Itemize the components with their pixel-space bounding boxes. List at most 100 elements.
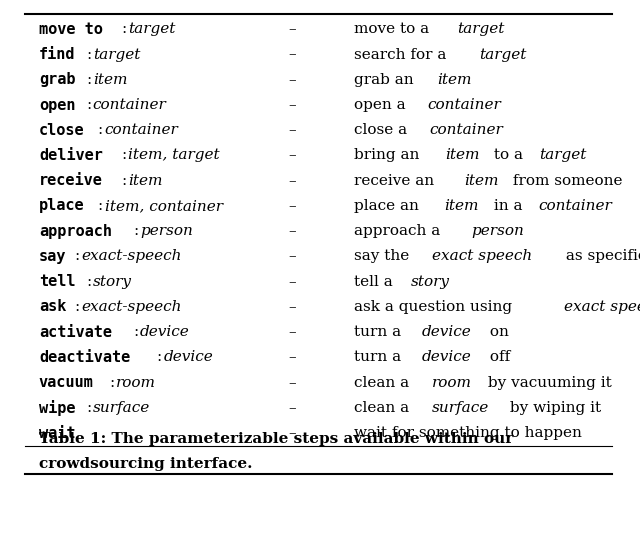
Text: device: device (163, 350, 213, 364)
Text: :: : (98, 123, 103, 137)
Text: :: : (74, 249, 79, 263)
Text: item, target: item, target (128, 148, 220, 162)
Text: container: container (427, 98, 501, 112)
Text: by wiping it: by wiping it (506, 401, 602, 415)
Text: off: off (486, 350, 511, 364)
Text: device: device (421, 325, 471, 339)
Text: Table 1: The parameterizable steps available within our: Table 1: The parameterizable steps avail… (39, 432, 513, 446)
Text: target: target (93, 48, 140, 61)
Text: approach: approach (39, 224, 112, 239)
Text: –: – (288, 224, 296, 238)
Text: place an: place an (354, 199, 424, 213)
Text: –: – (288, 249, 296, 263)
Text: on: on (486, 325, 509, 339)
Text: story: story (410, 275, 449, 289)
Text: –: – (288, 73, 296, 87)
Text: wait: wait (39, 426, 76, 441)
Text: clean a: clean a (354, 376, 414, 390)
Text: item: item (93, 73, 127, 87)
Text: :: : (109, 376, 115, 390)
Text: target: target (479, 48, 527, 61)
Text: item: item (445, 148, 479, 162)
Text: say the: say the (354, 249, 414, 263)
Text: container: container (429, 123, 503, 137)
Text: item: item (437, 73, 472, 87)
Text: :: : (133, 224, 138, 238)
Text: –: – (288, 22, 296, 36)
Text: close a: close a (354, 123, 412, 137)
Text: grab an: grab an (354, 73, 419, 87)
Text: target: target (458, 22, 505, 36)
Text: activate: activate (39, 325, 112, 340)
Text: –: – (288, 148, 296, 162)
Text: item, container: item, container (104, 199, 223, 213)
Text: deliver: deliver (39, 148, 103, 163)
Text: move to a: move to a (354, 22, 434, 36)
Text: ask: ask (39, 299, 67, 314)
Text: :: : (122, 22, 127, 36)
Text: :: : (86, 401, 92, 415)
Text: receive: receive (39, 173, 103, 188)
Text: deactivate: deactivate (39, 350, 130, 365)
Text: in a: in a (489, 199, 527, 213)
Text: –: – (288, 325, 296, 339)
Text: story: story (93, 275, 132, 289)
Text: wipe: wipe (39, 400, 76, 416)
Text: room: room (116, 376, 156, 390)
Text: place: place (39, 199, 84, 213)
Text: device: device (421, 350, 471, 364)
Text: clean a: clean a (354, 401, 414, 415)
Text: open: open (39, 98, 76, 112)
Text: –: – (288, 123, 296, 137)
Text: say: say (39, 249, 67, 264)
Text: exact speech: exact speech (564, 300, 640, 314)
Text: :: : (98, 199, 103, 213)
Text: to a: to a (490, 148, 528, 162)
Text: as specified: as specified (561, 249, 640, 263)
Text: exact-speech: exact-speech (81, 300, 182, 314)
Text: –: – (288, 98, 296, 112)
Text: –: – (288, 174, 296, 188)
Text: –: – (288, 199, 296, 213)
Text: :: : (122, 148, 127, 162)
Text: –: – (288, 376, 296, 390)
Text: find: find (39, 47, 76, 62)
Text: turn a: turn a (354, 350, 406, 364)
Text: surface: surface (93, 401, 150, 415)
Text: :: : (86, 98, 92, 112)
Text: :: : (86, 48, 92, 61)
Text: exact-speech: exact-speech (81, 249, 182, 263)
Text: crowdsourcing interface.: crowdsourcing interface. (39, 457, 252, 471)
Text: person: person (140, 224, 193, 238)
Text: open a: open a (354, 98, 411, 112)
Text: –: – (288, 426, 296, 440)
Text: container: container (104, 123, 179, 137)
Text: bring an: bring an (354, 148, 424, 162)
Text: –: – (288, 48, 296, 61)
Text: –: – (288, 300, 296, 314)
Text: :: : (86, 73, 92, 87)
Text: :: : (86, 275, 92, 289)
Text: :: : (133, 325, 138, 339)
Text: :: : (157, 350, 162, 364)
Text: move to: move to (39, 22, 103, 37)
Text: person: person (472, 224, 525, 238)
Text: tell a: tell a (354, 275, 398, 289)
Text: from someone: from someone (508, 174, 623, 188)
Text: target: target (540, 148, 587, 162)
Text: surface: surface (431, 401, 489, 415)
Text: tell: tell (39, 274, 76, 289)
Text: item: item (444, 199, 479, 213)
Text: container: container (538, 199, 612, 213)
Text: ask a question using: ask a question using (354, 300, 517, 314)
Text: :: : (122, 174, 127, 188)
Text: wait for something to happen: wait for something to happen (354, 426, 582, 440)
Text: exact speech: exact speech (432, 249, 532, 263)
Text: vacuum: vacuum (39, 375, 93, 390)
Text: search for a: search for a (354, 48, 451, 61)
Text: by vacuuming it: by vacuuming it (483, 376, 612, 390)
Text: item: item (464, 174, 499, 188)
Text: container: container (93, 98, 166, 112)
Text: grab: grab (39, 72, 76, 87)
Text: close: close (39, 123, 84, 138)
